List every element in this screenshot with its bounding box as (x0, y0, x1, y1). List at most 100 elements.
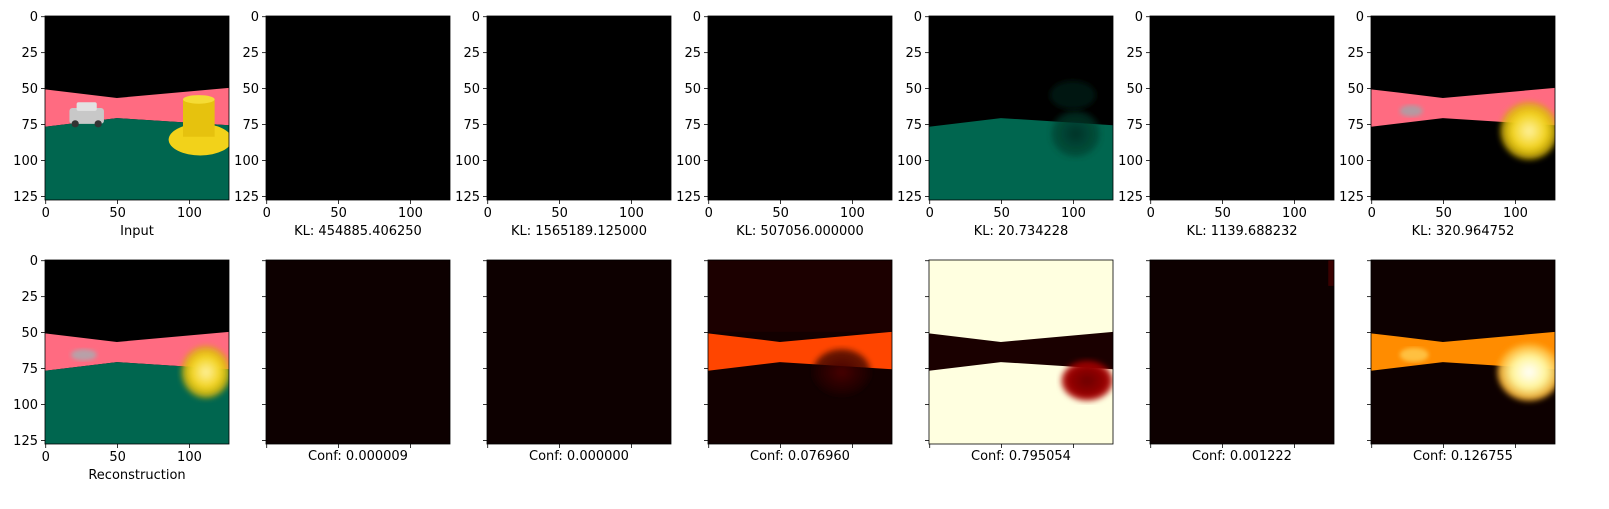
y-tick-label: 100 (13, 154, 38, 169)
panel-caption: Conf: 0.795054 (971, 449, 1071, 464)
y-tick-label: 50 (21, 82, 38, 97)
car-shape (69, 108, 104, 124)
y-tick-label: 25 (1347, 46, 1364, 61)
y-tick-label: 125 (455, 190, 480, 205)
image-panel-bottom-row-1: 0 50 100 0 25 50 75 100 125 Reconstruction (13, 254, 230, 483)
panel-frame (928, 15, 1114, 201)
panel-frame (928, 259, 1114, 445)
y-tick-label: 25 (21, 290, 38, 305)
y-tick-label: 125 (897, 190, 922, 205)
y-tick-label: 100 (234, 154, 259, 169)
y-tick-label: 50 (905, 82, 922, 97)
y-tick-label: 0 (472, 10, 480, 25)
y-tick-label: 50 (684, 82, 701, 97)
panel-caption: KL: 454885.406250 (294, 224, 422, 239)
x-tick-label: 100 (1061, 206, 1086, 221)
y-tick-label: 0 (251, 10, 259, 25)
y-tick-label: 0 (1356, 10, 1364, 25)
image-panel-bottom-row-5: Conf: 0.795054 (925, 259, 1114, 464)
panel-frame (1370, 259, 1556, 445)
x-tick-label: 50 (772, 206, 789, 221)
y-tick-label: 100 (455, 154, 480, 169)
panel-caption: Conf: 0.000009 (308, 449, 408, 464)
x-tick-label: 0 (705, 206, 713, 221)
image-panel-top-row-5: 0 50 100 0 25 50 75 100 125 KL: 20.734228 (897, 10, 1114, 239)
x-tick-label: 50 (109, 206, 126, 221)
image-panel-top-row-6: 0 50 100 0 25 50 75 100 125 KL: 1139.688232 (1118, 10, 1335, 239)
y-tick-label: 100 (1339, 154, 1364, 169)
y-tick-label: 125 (676, 190, 701, 205)
y-tick-label: 100 (13, 398, 38, 413)
y-tick-label: 25 (242, 46, 259, 61)
panel-frame (44, 259, 230, 445)
x-tick-label: 0 (484, 206, 492, 221)
x-tick-label: 0 (263, 206, 271, 221)
x-tick-label: 100 (619, 206, 644, 221)
x-tick-label: 100 (177, 206, 202, 221)
panel-caption: KL: 1139.688232 (1186, 224, 1297, 239)
y-tick-label: 125 (13, 190, 38, 205)
panel-frame (707, 15, 893, 201)
panel-frame (707, 259, 893, 445)
y-tick-label: 50 (1347, 82, 1364, 97)
image-panel-top-row-3: 0 50 100 0 25 50 75 100 125 KL: 1565189.125000 (455, 10, 672, 239)
y-tick-label: 25 (21, 46, 38, 61)
y-tick-label: 125 (1118, 190, 1143, 205)
x-tick-label: 100 (177, 450, 202, 465)
y-tick-label: 75 (1126, 118, 1143, 133)
image-panel-top-row-1: 0 50 100 0 25 50 75 100 125 Input (13, 10, 230, 239)
y-tick-label: 100 (897, 154, 922, 169)
y-tick-label: 50 (463, 82, 480, 97)
image-panel-top-row-7: 0 50 100 0 25 50 75 100 125 KL: 320.964752 (1339, 10, 1556, 239)
image-panel-top-row-4: 0 50 100 0 25 50 75 100 125 KL: 507056.000000 (676, 10, 893, 239)
y-tick-label: 50 (1126, 82, 1143, 97)
x-tick-label: 0 (42, 450, 50, 465)
y-tick-label: 125 (13, 434, 38, 449)
panel-caption: Conf: 0.126755 (1413, 449, 1513, 464)
x-tick-label: 50 (1435, 206, 1452, 221)
y-tick-label: 75 (1347, 118, 1364, 133)
image-panel-bottom-row-4: Conf: 0.076960 (704, 259, 893, 464)
y-tick-label: 0 (693, 10, 701, 25)
y-tick-label: 0 (30, 10, 38, 25)
image-panel-bottom-row-3: Conf: 0.000000 (483, 259, 672, 464)
y-tick-label: 50 (242, 82, 259, 97)
x-tick-label: 0 (42, 206, 50, 221)
panel-frame (486, 259, 672, 445)
panel-caption: KL: 507056.000000 (736, 224, 864, 239)
panel-caption: Conf: 0.001222 (1192, 449, 1292, 464)
y-tick-label: 125 (234, 190, 259, 205)
x-tick-label: 0 (926, 206, 934, 221)
x-tick-label: 50 (1214, 206, 1231, 221)
y-tick-label: 100 (676, 154, 701, 169)
panel-caption: Reconstruction (88, 468, 185, 483)
y-tick-label: 75 (242, 118, 259, 133)
x-tick-label: 0 (1147, 206, 1155, 221)
x-tick-label: 100 (398, 206, 423, 221)
y-tick-label: 25 (463, 46, 480, 61)
panel-frame (265, 15, 451, 201)
x-tick-label: 100 (840, 206, 865, 221)
panel-frame (1370, 15, 1556, 201)
panel-frame (44, 15, 230, 201)
y-tick-label: 50 (21, 326, 38, 341)
panel-caption: KL: 1565189.125000 (511, 224, 647, 239)
panel-caption: KL: 320.964752 (1412, 224, 1515, 239)
x-tick-label: 100 (1282, 206, 1307, 221)
image-panel-bottom-row-2: Conf: 0.000009 (262, 259, 451, 464)
panel-caption: Conf: 0.076960 (750, 449, 850, 464)
y-tick-label: 75 (21, 362, 38, 377)
y-tick-label: 100 (1118, 154, 1143, 169)
panel-frame (1149, 259, 1335, 445)
y-tick-label: 75 (905, 118, 922, 133)
y-tick-label: 0 (30, 254, 38, 269)
image-panel-bottom-row-7: Conf: 0.126755 (1367, 259, 1556, 464)
panel-frame (486, 15, 672, 201)
y-tick-label: 25 (905, 46, 922, 61)
x-tick-label: 0 (1368, 206, 1376, 221)
y-tick-label: 75 (684, 118, 701, 133)
y-tick-label: 0 (914, 10, 922, 25)
x-tick-label: 100 (1503, 206, 1528, 221)
image-panel-top-row-2: 0 50 100 0 25 50 75 100 125 KL: 454885.406250 (234, 10, 451, 239)
